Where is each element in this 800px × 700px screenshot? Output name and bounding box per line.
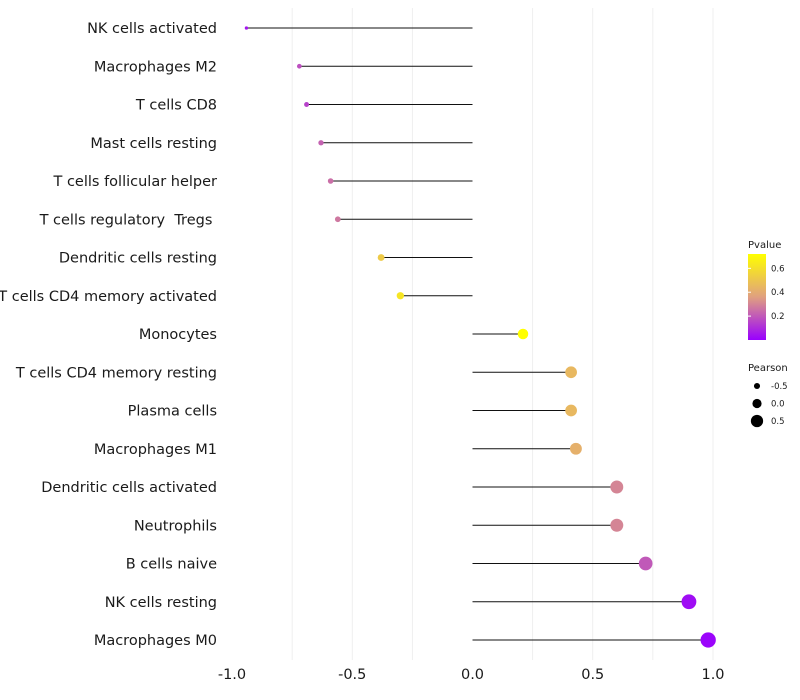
- category-label: Macrophages M2: [94, 59, 217, 75]
- category-label: NK cells activated: [87, 21, 217, 37]
- category-label: Macrophages M0: [94, 633, 217, 649]
- lollipop-point: [638, 556, 653, 571]
- lollipop-point: [334, 216, 341, 223]
- category-label: T cells follicular helper: [52, 174, 217, 190]
- category-label: T cells regulatory Tregs: [39, 212, 217, 228]
- lollipop-point: [681, 594, 697, 610]
- x-tick-label: -1.0: [218, 667, 246, 683]
- category-label: Monocytes: [139, 327, 217, 343]
- size-key-dot: [752, 398, 762, 409]
- category-label: T cells CD4 memory resting: [15, 365, 217, 381]
- lollipop-point: [318, 140, 324, 146]
- size-key-dot: [753, 382, 761, 390]
- lollipop-point: [565, 366, 577, 379]
- category-label: B cells naive: [126, 557, 217, 573]
- category-label: T cells CD8: [135, 98, 217, 114]
- colorbar-tick-label: 0.2: [771, 312, 785, 322]
- x-tick-label: 1.0: [701, 667, 724, 683]
- size-key-label: 0.0: [771, 400, 785, 410]
- lollipop-point: [565, 404, 577, 417]
- lollipop-point: [700, 632, 716, 648]
- x-axis-ticks: -1.0 -0.5 0.0 0.5 1.0: [218, 667, 725, 683]
- stem-layer: [246, 27, 709, 641]
- category-label: Neutrophils: [134, 518, 217, 534]
- size-key-label: 0.5: [771, 417, 785, 427]
- lollipop-point: [396, 292, 405, 300]
- category-label: T cells CD4 memory activated: [0, 289, 217, 305]
- category-label: Mast cells resting: [90, 136, 217, 152]
- category-label: Plasma cells: [128, 404, 217, 420]
- size-key-label: -0.5: [771, 382, 788, 392]
- point-layer: [244, 26, 716, 648]
- legend-colorbar: [748, 254, 766, 340]
- lollipop-point: [569, 442, 582, 455]
- lollipop-point: [244, 26, 249, 30]
- grid-layer: [291, 8, 714, 660]
- colorbar-tick-label: 0.6: [771, 264, 785, 274]
- category-label: Dendritic cells activated: [41, 480, 217, 496]
- legend-pearson-title: Pearson: [748, 363, 788, 374]
- category-label: Macrophages M1: [94, 442, 217, 458]
- y-axis-labels: NK cells activated Macrophages M2 T cells …: [0, 21, 217, 649]
- lollipop-point: [304, 102, 310, 107]
- lollipop-point: [377, 254, 385, 261]
- colorbar-tick-label: 0.4: [771, 288, 785, 298]
- lollipop-point: [610, 518, 624, 532]
- lollipop-point: [296, 63, 302, 69]
- lollipop-point: [610, 480, 624, 494]
- lollipop-point: [327, 178, 334, 184]
- category-label: Dendritic cells resting: [59, 251, 217, 267]
- x-tick-label: 0.5: [581, 667, 604, 683]
- x-tick-label: 0.0: [461, 667, 484, 683]
- lollipop-point: [517, 328, 529, 340]
- size-key-dot: [750, 414, 764, 428]
- legend: Pvalue Pearson 0.6 0.4 0.2 -0.5 0.0 0.5: [748, 240, 788, 428]
- x-tick-label: -0.5: [338, 667, 366, 683]
- category-label: NK cells resting: [105, 595, 217, 611]
- legend-pvalue-title: Pvalue: [748, 240, 781, 251]
